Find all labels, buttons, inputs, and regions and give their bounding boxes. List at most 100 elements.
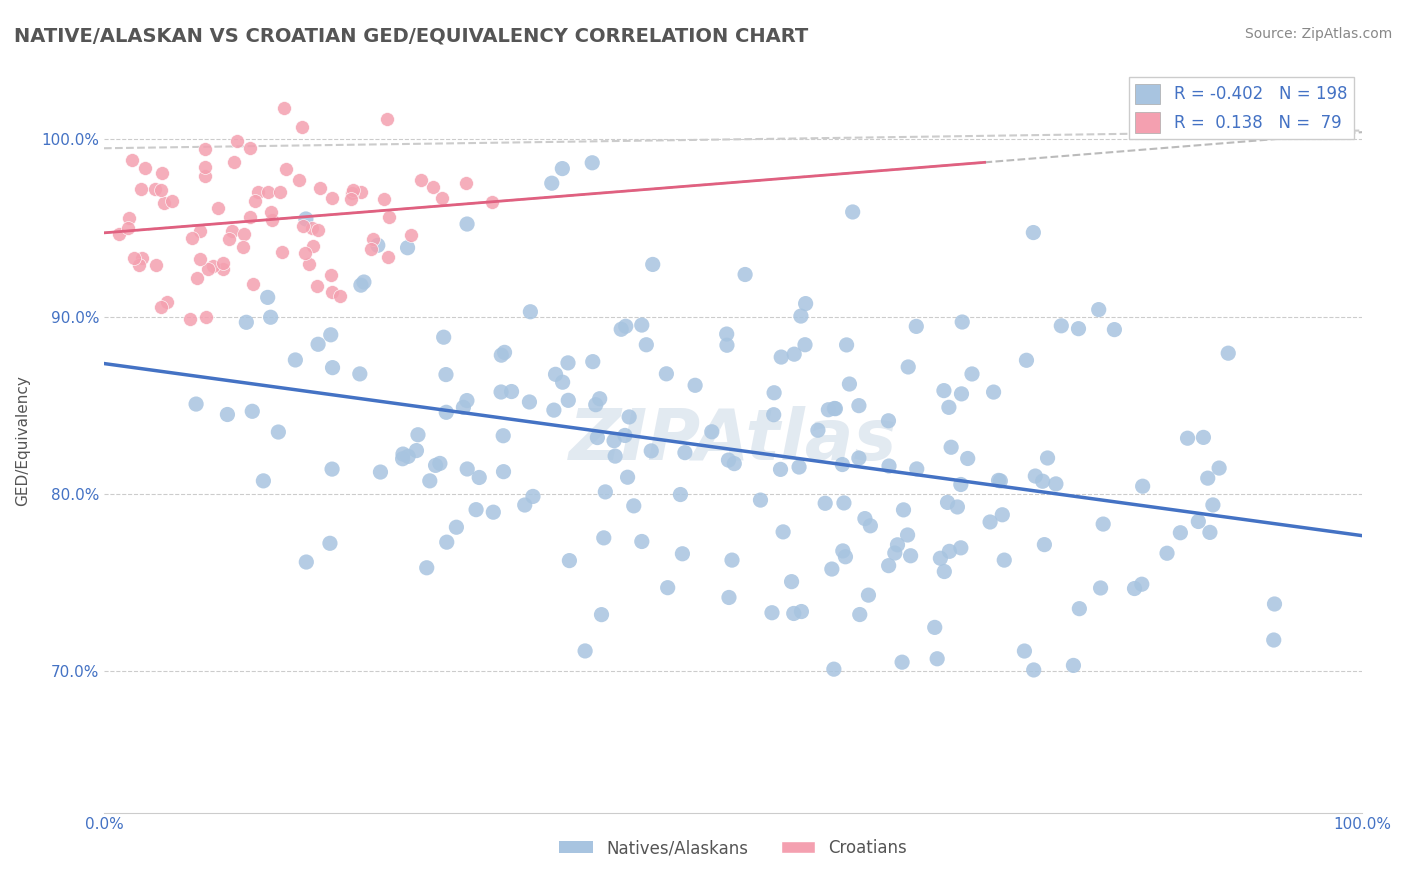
Point <box>194 142 217 156</box>
Point <box>184 397 207 411</box>
Point <box>831 458 853 472</box>
Point <box>1045 476 1067 491</box>
Point <box>630 318 652 332</box>
Point <box>256 290 278 304</box>
Point <box>883 546 905 560</box>
Point <box>1087 302 1109 317</box>
Point <box>1130 577 1153 591</box>
Point <box>456 462 478 476</box>
Point <box>307 278 329 293</box>
Point <box>194 169 217 183</box>
Point <box>794 337 817 351</box>
Point <box>124 251 146 265</box>
Point <box>749 493 772 508</box>
Point <box>886 538 908 552</box>
Point <box>307 337 329 351</box>
Point <box>769 462 792 476</box>
Point <box>636 338 658 352</box>
Point <box>456 393 478 408</box>
Point <box>295 555 318 569</box>
Point <box>558 553 581 567</box>
Point <box>586 431 609 445</box>
Point <box>949 477 972 491</box>
Point <box>492 465 515 479</box>
Point <box>233 227 256 242</box>
Point <box>877 558 900 573</box>
Point <box>218 232 240 246</box>
Point <box>301 220 323 235</box>
Point <box>405 443 427 458</box>
Point <box>298 257 321 271</box>
Point <box>429 457 451 471</box>
Point <box>1170 525 1192 540</box>
Point <box>143 182 166 196</box>
Point <box>780 574 803 589</box>
Point <box>1197 471 1219 485</box>
Point <box>377 211 399 225</box>
Point <box>877 414 900 428</box>
Legend: R = -0.402   N = 198, R =  0.138   N =  79: R = -0.402 N = 198, R = 0.138 N = 79 <box>1129 77 1354 139</box>
Point <box>399 228 422 243</box>
Point <box>823 401 845 416</box>
Point <box>770 350 793 364</box>
Point <box>211 256 233 270</box>
Point <box>983 385 1005 400</box>
Point <box>858 588 880 602</box>
Point <box>481 194 503 209</box>
Point <box>319 327 342 342</box>
Point <box>492 428 515 442</box>
Point <box>617 409 640 424</box>
Point <box>673 445 696 459</box>
Point <box>591 607 613 622</box>
Point <box>557 356 579 370</box>
Point <box>329 289 352 303</box>
Point <box>179 311 201 326</box>
Point <box>823 662 845 676</box>
Point <box>991 508 1014 522</box>
Text: NATIVE/ALASKAN VS CROATIAN GED/EQUIVALENCY CORRELATION CHART: NATIVE/ALASKAN VS CROATIAN GED/EQUIVALEN… <box>14 27 808 45</box>
Point <box>1156 546 1178 560</box>
Point <box>783 607 806 621</box>
Point <box>247 185 270 199</box>
Point <box>321 462 343 476</box>
Point <box>616 470 638 484</box>
Point <box>877 458 900 473</box>
Point <box>194 160 217 174</box>
Point <box>321 285 343 299</box>
Point <box>1218 346 1240 360</box>
Point <box>453 401 475 415</box>
Point <box>221 224 243 238</box>
Point <box>513 498 536 512</box>
Point <box>322 360 344 375</box>
Point <box>436 535 458 549</box>
Point <box>987 474 1010 488</box>
Point <box>905 319 928 334</box>
Point <box>543 403 565 417</box>
Point <box>1050 318 1073 333</box>
Point <box>240 404 263 418</box>
Point <box>489 384 512 399</box>
Point <box>468 470 491 484</box>
Point <box>1014 644 1036 658</box>
Point <box>848 451 870 466</box>
Point <box>373 192 395 206</box>
Point <box>321 192 343 206</box>
Point <box>723 457 745 471</box>
Point <box>960 367 983 381</box>
Point <box>238 141 260 155</box>
Point <box>292 219 315 233</box>
Point <box>145 258 167 272</box>
Point <box>824 401 846 416</box>
Point <box>107 227 129 241</box>
Point <box>716 338 738 352</box>
Text: Source: ZipAtlas.com: Source: ZipAtlas.com <box>1244 27 1392 41</box>
Point <box>340 192 363 206</box>
Point <box>1069 601 1091 615</box>
Point <box>897 528 920 542</box>
Point <box>763 385 786 400</box>
Point <box>242 277 264 291</box>
Point <box>207 201 229 215</box>
Point <box>186 271 208 285</box>
Point <box>905 462 928 476</box>
Point <box>938 401 960 415</box>
